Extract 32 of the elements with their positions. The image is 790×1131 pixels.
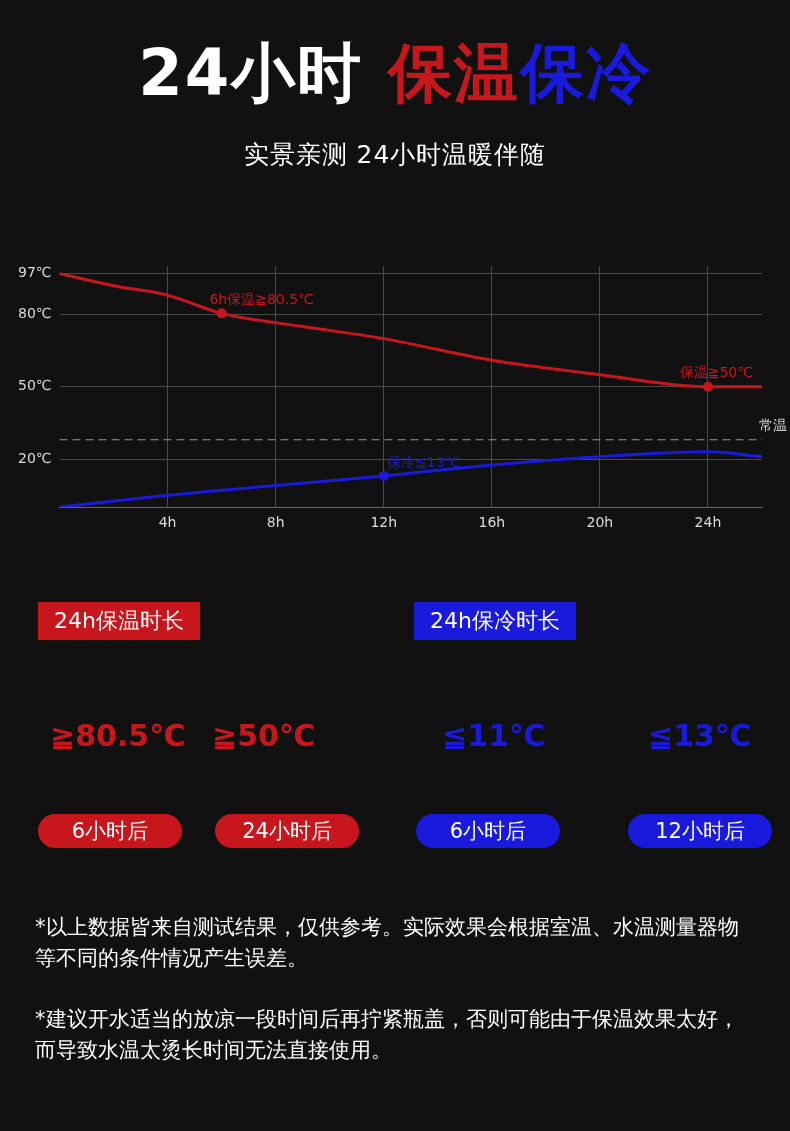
text: 12小时后 [628,814,772,848]
text: ≦13℃ [648,718,752,753]
annotation: 保冷≦13℃ [387,453,461,470]
y-tick-label: 20℃ [17,449,52,466]
y-tick-label: 50℃ [17,377,52,394]
ref-line-label: 常温 [759,417,787,434]
y-tick-label: 97℃ [17,264,52,281]
text: *以上数据皆来自测试结果，仅供参考。实际效果会根据室温、水温测量器物等不同的条件情况产生误差。 [35,914,740,972]
y-tick-label: 80℃ [17,305,52,322]
x-tick-label: 8h [266,514,285,531]
point [216,308,227,319]
text: 24h保温时长 [38,602,200,640]
text: *建议开水适当的放凉一段时间后再拧紧瓶盖，否则可能由于保温效果太好，而导致水温太烫长时间无法直接使用。 [35,1006,740,1064]
text: 24h保冷时长 [414,602,576,640]
text: 24小时后 [215,814,359,848]
chart-subtitle: 实景亲测 24小时温暖伴随 [242,139,548,171]
x-tick-label: 4h [158,514,177,531]
chart-title: 24小时 保温保冷 [137,35,653,112]
annotation: 6h保温≧80.5℃ [209,291,314,307]
text: ≦11℃ [442,718,546,753]
x-tick-label: 12h [370,514,398,531]
x-tick-label: 24h [694,514,722,531]
text: 6小时后 [416,814,560,848]
point [702,381,713,392]
text: ≧80.5℃ [50,718,186,753]
x-tick-label: 16h [478,514,506,531]
text: 6小时后 [38,814,182,848]
point [378,470,389,481]
line-series [59,450,762,508]
x-tick-label: 20h [586,514,614,531]
annotation: 保温≧50℃ [679,364,753,381]
text: ≧50℃ [212,718,316,753]
